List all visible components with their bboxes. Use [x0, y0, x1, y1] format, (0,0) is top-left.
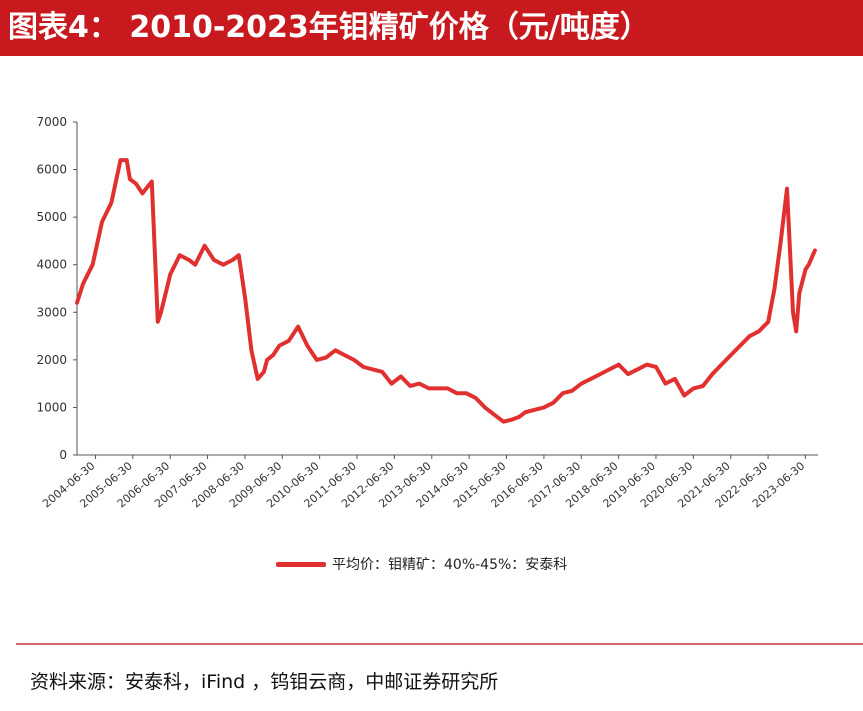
y-tick-label: 2000: [36, 353, 67, 367]
divider-line: [16, 643, 863, 645]
chart-title-banner: 图表4： 2010-2023年钼精矿价格（元/吨度）: [0, 0, 863, 56]
y-tick-label: 0: [59, 448, 67, 462]
y-tick-label: 1000: [36, 400, 67, 414]
chart-legend: 平均价：钼精矿：40%-45%：安泰科: [276, 553, 567, 575]
legend-swatch: [276, 561, 326, 567]
legend-label: 平均价：钼精矿：40%-45%：安泰科: [332, 557, 568, 573]
y-tick-label: 3000: [36, 305, 67, 319]
series-line-0: [75, 158, 817, 424]
y-tick-label: 5000: [36, 210, 67, 224]
chart-plot: 010002000300040005000600070002004-06-302…: [36, 115, 818, 510]
y-tick-label: 4000: [36, 258, 67, 272]
y-tick-label: 7000: [36, 115, 67, 129]
source-note: 资料来源：安泰科，iFind ，钨钼云商，中邮证券研究所: [30, 671, 499, 693]
y-tick-label: 6000: [36, 163, 67, 177]
